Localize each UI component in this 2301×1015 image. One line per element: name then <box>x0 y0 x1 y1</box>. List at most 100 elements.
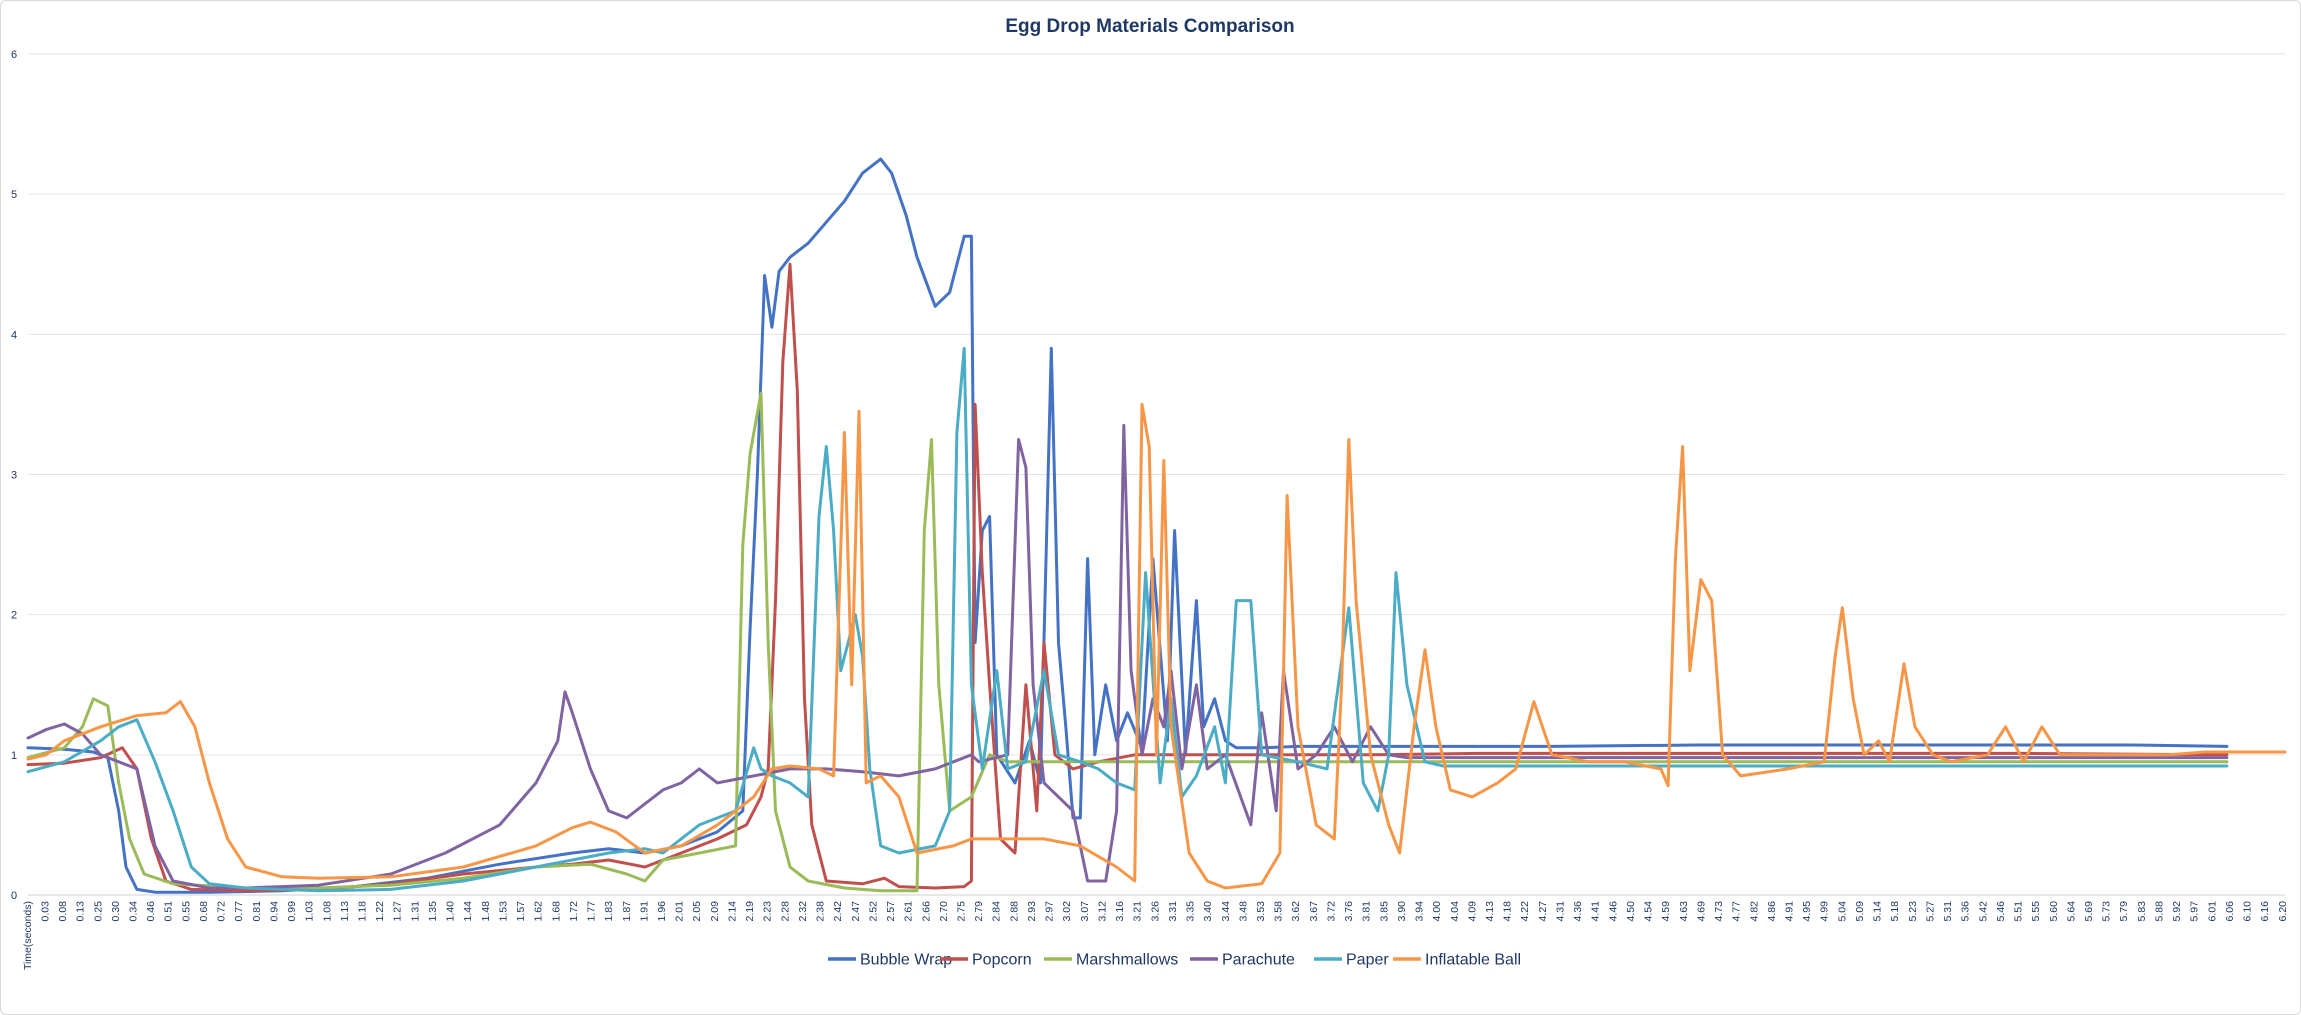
legend-item-label: Popcorn <box>972 952 1032 969</box>
x-tick-label: 1.13 <box>339 901 351 922</box>
x-tick-label: 0.68 <box>198 901 210 922</box>
x-tick-label: 2.42 <box>832 901 844 922</box>
x-tick-label: 5.88 <box>2153 901 2165 922</box>
x-tick-label: 2.19 <box>744 901 756 922</box>
x-tick-label: 5.92 <box>2171 901 2183 922</box>
x-tick-label: 2.70 <box>938 901 950 922</box>
x-tick-label: 4.73 <box>1713 901 1725 922</box>
x-tick-label: 5.09 <box>1854 901 1866 922</box>
legend-item-label: Marshmallows <box>1076 952 1178 969</box>
x-tick-label: 1.03 <box>304 901 316 922</box>
x-tick-label: 4.31 <box>1554 901 1566 922</box>
x-tick-label: 4.95 <box>1801 901 1813 922</box>
x-tick-label: 1.53 <box>497 901 509 922</box>
x-tick-label: 2.61 <box>903 901 915 922</box>
x-tick-label: 3.62 <box>1290 901 1302 922</box>
x-tick-label: 3.02 <box>1061 901 1073 922</box>
x-tick-label: 3.81 <box>1361 901 1373 922</box>
x-tick-label: 0.99 <box>286 901 298 922</box>
x-tick-label: 6.01 <box>2206 901 2218 922</box>
x-tick-label: 3.21 <box>1132 901 1144 922</box>
series-line-bubble-wrap <box>26 157 2229 894</box>
series-line-marshmallows <box>26 391 2229 893</box>
x-tick-label: 4.36 <box>1572 901 1584 922</box>
x-tick-label: 4.46 <box>1607 901 1619 922</box>
x-tick-label: 5.73 <box>2101 901 2113 922</box>
x-tick-label: 2.05 <box>691 901 703 922</box>
chart-title: Egg Drop Materials Comparison <box>1005 16 1294 37</box>
legend-item-label: Inflatable Ball <box>1425 952 1521 969</box>
x-tick-label: 3.85 <box>1378 901 1390 922</box>
x-axis-label: Time(seconds) <box>22 901 34 970</box>
x-tick-label: 0.08 <box>57 901 69 922</box>
x-tick-label: 1.44 <box>462 901 474 922</box>
x-tick-label: 2.79 <box>973 901 985 922</box>
y-tick-label: 5 <box>11 189 17 201</box>
x-tick-label: 2.14 <box>726 901 738 922</box>
y-axis-ticks: 0 1 2 3 4 5 6 <box>11 49 17 902</box>
x-tick-label: 0.25 <box>92 901 104 922</box>
x-tick-label: 4.04 <box>1449 901 1461 922</box>
x-tick-label: 5.18 <box>1889 901 1901 922</box>
x-tick-label: 0.81 <box>251 901 263 922</box>
x-tick-label: 2.32 <box>797 901 809 922</box>
x-tick-label: 4.69 <box>1695 901 1707 922</box>
x-tick-label: 2.52 <box>867 901 879 922</box>
x-tick-label: 1.31 <box>409 901 421 922</box>
x-tick-label: 3.07 <box>1079 901 1091 922</box>
legend-item-label: Bubble Wrap <box>860 952 952 969</box>
x-tick-label: 3.16 <box>1114 901 1126 922</box>
series-line-inflatable-ball <box>26 402 2287 890</box>
x-tick-label: 4.22 <box>1519 901 1531 922</box>
x-tick-label: 0.94 <box>268 901 280 922</box>
x-tick-label: 2.93 <box>1026 901 1038 922</box>
x-tick-label: 1.77 <box>586 901 598 922</box>
x-tick-label: 5.46 <box>1995 901 2007 922</box>
x-tick-label: 2.75 <box>955 901 967 922</box>
x-tick-label: 2.84 <box>991 901 1003 922</box>
x-tick-label: 3.67 <box>1308 901 1320 922</box>
x-tick-label: 2.47 <box>850 901 862 922</box>
x-tick-label: 1.87 <box>621 901 633 922</box>
x-tick-label: 3.72 <box>1325 901 1337 922</box>
x-tick-label: 3.12 <box>1096 901 1108 922</box>
x-tick-label: 1.18 <box>357 901 369 922</box>
y-tick-label: 3 <box>11 470 17 482</box>
x-tick-label: 5.36 <box>1960 901 1972 922</box>
x-tick-label: 1.68 <box>550 901 562 922</box>
x-tick-label: 2.57 <box>885 901 897 922</box>
x-tick-label: 2.23 <box>762 901 774 922</box>
x-tick-label: 0.77 <box>233 901 245 922</box>
x-axis-ticks: Time(seconds) 0.03 0.08 0.13 0.25 0.30 0.34 0.4… <box>22 901 2289 970</box>
x-tick-label: 1.57 <box>515 901 527 922</box>
x-tick-label: 0.55 <box>180 901 192 922</box>
x-tick-label: 5.83 <box>2136 901 2148 922</box>
gridlines <box>28 53 2285 896</box>
x-tick-label: 4.50 <box>1625 901 1637 922</box>
x-tick-label: 4.41 <box>1590 901 1602 922</box>
x-tick-label: 3.76 <box>1343 901 1355 922</box>
x-tick-label: 1.40 <box>445 901 457 922</box>
x-tick-label: 5.60 <box>2048 901 2060 922</box>
x-tick-label: 6.20 <box>2277 901 2289 922</box>
x-tick-label: 0.46 <box>145 901 157 922</box>
x-tick-label: 2.28 <box>779 901 791 922</box>
x-tick-label: 4.09 <box>1466 901 1478 922</box>
x-tick-label: 4.54 <box>1643 901 1655 922</box>
x-tick-label: 3.48 <box>1237 901 1249 922</box>
x-tick-label: 5.04 <box>1836 901 1848 922</box>
x-tick-label: 0.30 <box>110 901 122 922</box>
x-tick-label: 1.96 <box>656 901 668 922</box>
y-tick-label: 4 <box>11 329 17 341</box>
x-tick-label: 1.27 <box>392 901 404 922</box>
x-tick-label: 4.82 <box>1748 901 1760 922</box>
x-tick-label: 5.55 <box>2030 901 2042 922</box>
x-tick-label: 2.97 <box>1044 901 1056 922</box>
x-tick-label: 6.10 <box>2242 901 2254 922</box>
x-tick-label: 3.58 <box>1273 901 1285 922</box>
x-tick-label: 5.23 <box>1907 901 1919 922</box>
x-tick-label: 4.13 <box>1484 901 1496 922</box>
x-tick-label: 3.44 <box>1220 901 1232 922</box>
x-tick-label: 3.94 <box>1414 901 1426 922</box>
legend: Bubble Wrap Popcorn Marshmallows Parachute P… <box>828 952 1521 969</box>
